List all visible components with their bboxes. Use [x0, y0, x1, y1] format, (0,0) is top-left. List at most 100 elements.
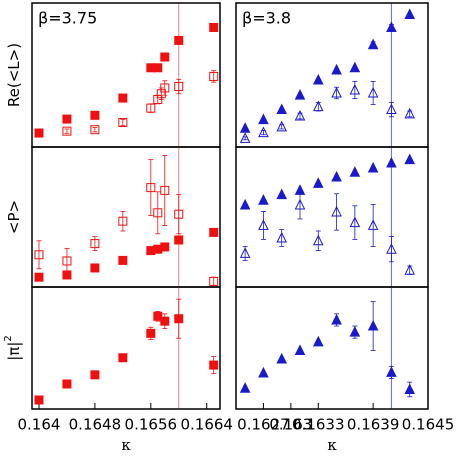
marker — [367, 219, 379, 230]
marker — [90, 125, 100, 135]
x-tick-label: 0.1648 — [69, 416, 122, 434]
marker — [174, 35, 184, 45]
marker — [312, 100, 324, 112]
x-tick-label: 0.163 — [269, 416, 312, 434]
x-tick-label: 0.1664 — [180, 416, 233, 434]
marker — [367, 38, 379, 50]
marker — [62, 114, 72, 124]
marker — [118, 353, 128, 363]
marker — [239, 247, 251, 258]
x-tick-label: 0.1639 — [347, 416, 400, 434]
marker — [90, 110, 100, 120]
marker — [90, 370, 100, 380]
marker — [258, 126, 269, 138]
marker — [331, 205, 342, 217]
marker — [294, 109, 306, 121]
x-tick-label: 0.1633 — [292, 416, 345, 434]
marker — [239, 132, 251, 143]
marker — [34, 250, 44, 260]
x-tick-label: 0.1627 — [237, 416, 290, 434]
marker — [160, 83, 170, 93]
y-axis-label-text: Re(<L>) — [5, 43, 23, 107]
marker — [90, 239, 100, 249]
marker — [276, 103, 288, 115]
panel-frame — [235, 286, 429, 410]
marker — [90, 263, 100, 273]
marker — [258, 113, 269, 125]
y-axis-label-text: <P> — [5, 200, 23, 234]
marker — [386, 366, 397, 377]
marker — [331, 63, 342, 75]
marker — [312, 177, 324, 188]
marker — [160, 52, 170, 62]
y-axis-label-sup: 2 — [3, 335, 14, 341]
y-axis-label-text: |π| — [5, 342, 23, 361]
marker — [386, 243, 397, 254]
x-axis-label: κ — [121, 436, 131, 454]
annotation: β=3.8 — [242, 9, 291, 28]
marker — [174, 314, 184, 324]
marker — [312, 234, 324, 246]
marker — [118, 118, 128, 128]
marker — [209, 22, 219, 32]
marker — [156, 89, 166, 99]
marker — [386, 156, 397, 168]
x-axis-label: κ — [327, 436, 337, 454]
annotation: β=3.75 — [38, 9, 97, 28]
marker — [146, 328, 156, 338]
marker — [209, 360, 219, 370]
marker — [386, 21, 397, 32]
marker — [276, 188, 288, 200]
marker — [404, 8, 416, 20]
marker — [312, 73, 324, 85]
marker — [349, 326, 361, 337]
marker — [34, 272, 44, 282]
marker — [153, 63, 163, 73]
marker — [153, 311, 163, 321]
marker — [331, 170, 342, 182]
marker — [276, 352, 288, 364]
marker — [209, 227, 219, 237]
marker — [258, 194, 269, 205]
panel-frame — [31, 286, 221, 410]
marker — [404, 264, 416, 275]
marker — [404, 107, 416, 119]
marker — [209, 276, 219, 286]
marker — [331, 313, 342, 325]
marker — [294, 344, 306, 355]
marker — [404, 153, 416, 165]
marker — [239, 198, 251, 210]
marker — [146, 183, 156, 193]
marker — [174, 235, 184, 245]
marker — [349, 166, 361, 177]
y-axis-label: |π|2 — [3, 335, 23, 361]
panel-frame — [235, 146, 429, 288]
marker — [386, 103, 397, 115]
x-tick-label: 0.1656 — [125, 416, 178, 434]
marker — [118, 93, 128, 103]
marker — [276, 231, 288, 243]
marker — [258, 366, 269, 378]
marker — [174, 82, 184, 92]
marker — [174, 209, 184, 219]
marker — [258, 219, 269, 230]
marker — [34, 395, 44, 405]
marker — [349, 83, 361, 95]
marker — [294, 89, 306, 100]
marker — [62, 379, 72, 389]
y-axis-label: <P> — [5, 200, 23, 234]
marker — [349, 61, 361, 73]
marker — [153, 208, 163, 218]
marker — [294, 198, 306, 210]
marker — [62, 126, 72, 136]
marker — [404, 383, 416, 394]
marker — [312, 335, 324, 347]
marker — [367, 319, 379, 331]
marker — [209, 71, 219, 81]
marker — [276, 120, 288, 132]
marker — [34, 128, 44, 138]
marker — [62, 256, 72, 266]
marker — [367, 86, 379, 98]
